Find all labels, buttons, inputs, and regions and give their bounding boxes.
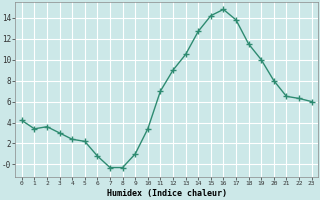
X-axis label: Humidex (Indice chaleur): Humidex (Indice chaleur)	[107, 189, 227, 198]
